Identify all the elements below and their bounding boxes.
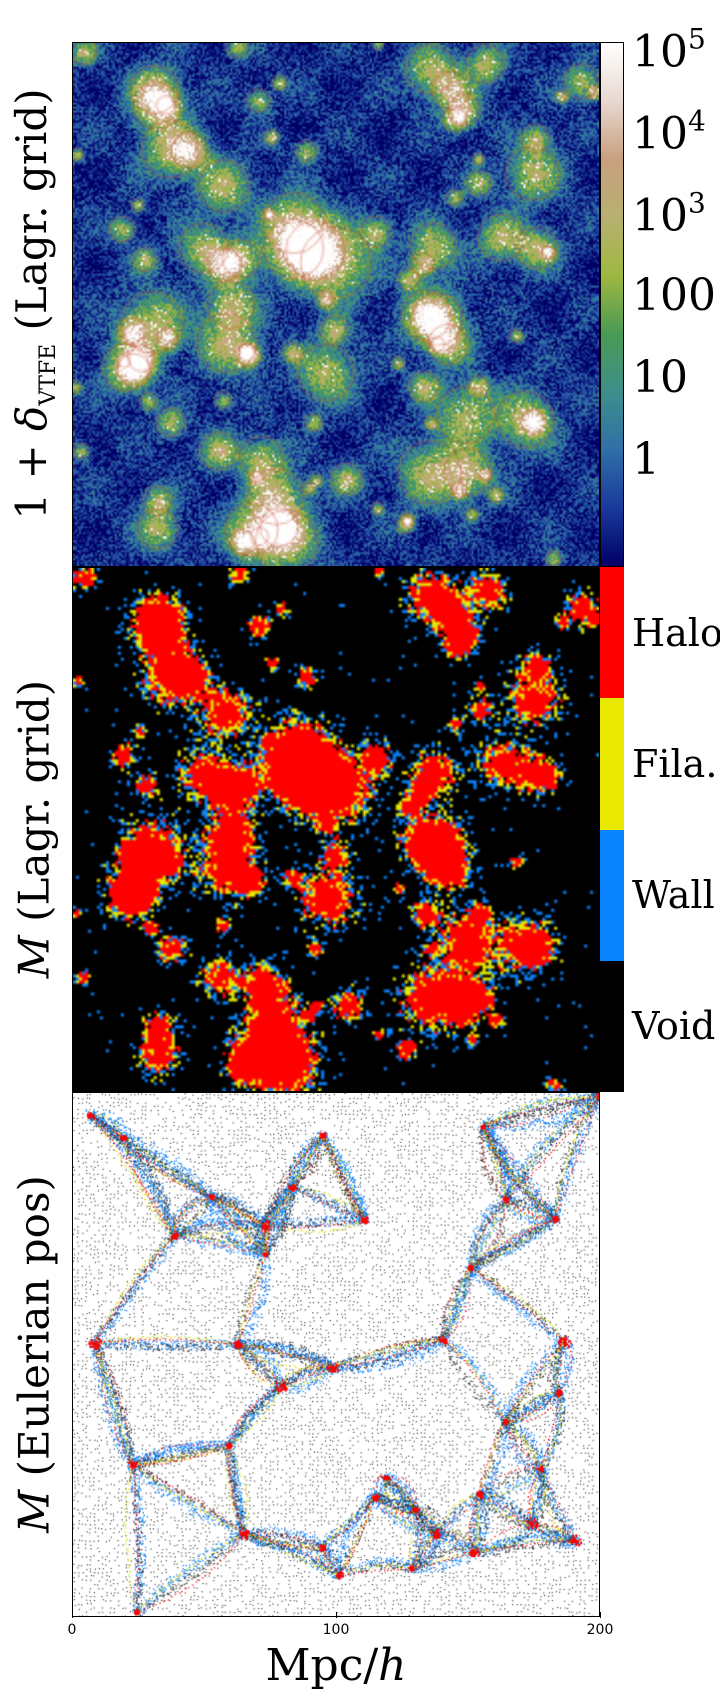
x-tick-mark	[71, 1612, 73, 1618]
morphology-colorbar-band	[600, 829, 624, 961]
x-tick-mark	[335, 1612, 337, 1618]
density-colorbar-tick: 100	[632, 270, 716, 321]
morphology-colorbar-band	[600, 567, 624, 699]
x-axis-label: Mpc/h	[265, 1640, 407, 1691]
morphology-colorbar-label: Wall	[632, 873, 715, 918]
morphology-lagr-ylabel: M (Lagr. grid)	[9, 679, 59, 979]
morphology-colorbar-label: Void	[632, 1004, 716, 1049]
x-tick-label: 0	[67, 1622, 77, 1638]
density-colorbar-tick: 103	[632, 186, 706, 242]
density-colorbar-tick: 104	[632, 104, 706, 160]
x-tick-mark	[599, 1612, 601, 1618]
density-colorbar-tick: 105	[632, 22, 706, 78]
x-tick-label: 200	[586, 1622, 614, 1638]
morphology-colorbar-label: Halo	[632, 610, 720, 655]
morphology-colorbar-band	[600, 698, 624, 830]
morphology-lagr-heatmap	[72, 567, 600, 1092]
density-heatmap	[72, 42, 600, 567]
x-tick-label: 100	[322, 1622, 350, 1638]
morphology-colorbar	[600, 567, 624, 1092]
morphology-colorbar-band	[600, 960, 624, 1092]
morphology-euler-ylabel: M (Eulerian pos)	[9, 1175, 59, 1533]
density-ylabel: 1 + δVTFE (Lagr. grid)	[6, 88, 62, 520]
morphology-colorbar-label: Fila.	[632, 741, 718, 786]
density-colorbar-tick: 10	[632, 352, 688, 403]
eulerian-scatter	[72, 1092, 600, 1617]
density-colorbar	[600, 42, 624, 567]
density-colorbar-tick: 1	[632, 434, 660, 485]
